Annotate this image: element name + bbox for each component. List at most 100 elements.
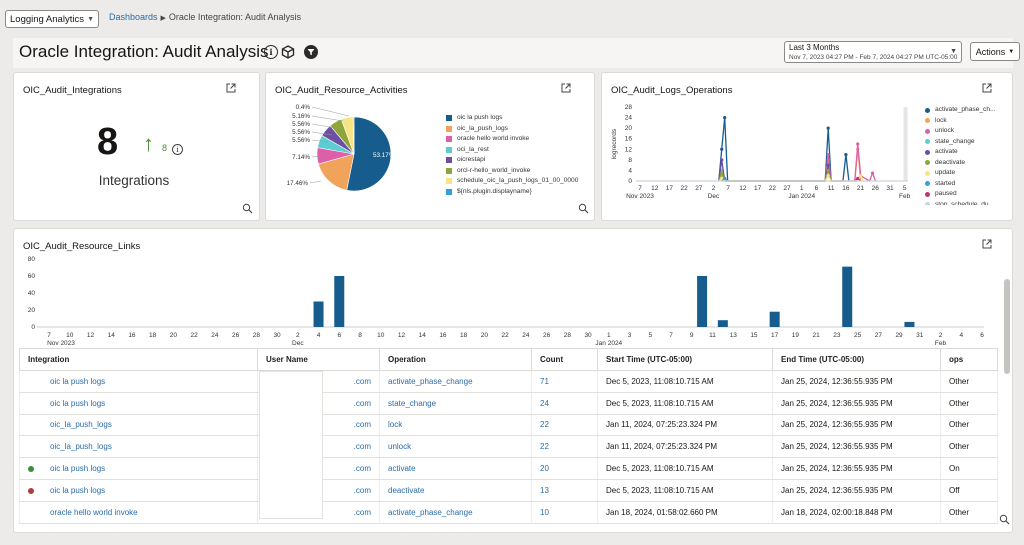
operation-cell[interactable]: activate_phase_change	[379, 370, 532, 393]
table-row[interactable]: oic la push logs .com activate_phase_chang…	[19, 370, 998, 393]
integration-cell[interactable]: oic la push logs	[19, 370, 258, 393]
operation-cell[interactable]: unlock	[379, 435, 532, 459]
integration-cell[interactable]: oic la push logs	[19, 392, 258, 415]
count-cell[interactable]: 20	[531, 457, 598, 480]
data-point[interactable]	[856, 176, 860, 180]
bar[interactable]	[842, 266, 853, 327]
legend-item[interactable]: oicrestapi	[446, 155, 578, 166]
table-row[interactable]: oracle hello world invoke .com activate_ph…	[19, 501, 998, 524]
legend-item[interactable]: oic_la_push_logs	[446, 124, 578, 135]
operation-cell[interactable]: state_change	[379, 392, 532, 415]
count-cell[interactable]: 71	[531, 370, 598, 393]
date-range-select[interactable]: Last 3 Months Nov 7, 2023 04:27 PM - Feb…	[784, 41, 962, 63]
info-icon[interactable]: i	[172, 144, 183, 155]
cube-icon[interactable]	[281, 45, 295, 59]
operation-cell[interactable]: activate	[379, 457, 532, 480]
data-point[interactable]	[826, 174, 830, 178]
info-icon[interactable]: i	[264, 45, 278, 59]
count-cell[interactable]: 13	[531, 479, 598, 502]
legend-item[interactable]: ${nls.plugin.displayname}	[446, 187, 578, 198]
breadcrumb-dashboards-link[interactable]: Dashboards	[109, 12, 158, 22]
integration-cell[interactable]: oic la push logs	[19, 457, 258, 480]
series-line[interactable]	[718, 174, 865, 182]
legend-item[interactable]: activate_phase_ch...	[925, 105, 995, 116]
column-header[interactable]: User Name	[257, 348, 380, 371]
data-point[interactable]	[826, 163, 830, 167]
column-header[interactable]: Count	[531, 348, 598, 371]
column-header[interactable]: End Time (UTC-05:00)	[772, 348, 941, 371]
data-point[interactable]	[859, 174, 863, 178]
open-external-icon[interactable]	[561, 83, 571, 93]
integration-link[interactable]: oic la push logs	[50, 485, 106, 495]
count-cell[interactable]: 10	[531, 501, 598, 524]
count-cell[interactable]: 22	[531, 435, 598, 459]
column-header[interactable]: ops	[940, 348, 998, 371]
legend-item[interactable]: stop_schedule_du...	[925, 200, 995, 205]
legend-item[interactable]: state_change	[925, 137, 995, 148]
legend-item[interactable]: paused	[925, 189, 995, 200]
legend-item[interactable]: activate	[925, 147, 995, 158]
table-row[interactable]: oic_la_push_logs .com unlock 22 Jan 11, 2024…	[19, 435, 998, 459]
data-point[interactable]	[826, 168, 830, 173]
pie-slice[interactable]	[346, 116, 392, 192]
table-row[interactable]: oic la push logs .com deactivate 13 Dec 5, 2…	[19, 479, 998, 502]
bar[interactable]	[717, 320, 728, 327]
bar[interactable]	[904, 321, 915, 327]
legend-item[interactable]: oci_la_rest	[446, 145, 578, 156]
operation-cell[interactable]: activate_phase_change	[379, 501, 532, 524]
legend-item[interactable]: oic la push logs	[446, 113, 578, 124]
legend-item[interactable]: lock	[925, 116, 995, 127]
integration-cell[interactable]: oic_la_push_logs	[19, 414, 258, 437]
column-header[interactable]: Integration	[19, 348, 258, 371]
data-point[interactable]	[870, 171, 875, 175]
legend-item[interactable]: started	[925, 179, 995, 190]
data-point[interactable]	[723, 115, 727, 120]
integration-cell[interactable]: oic_la_push_logs	[19, 435, 258, 459]
zoom-icon[interactable]	[242, 203, 253, 214]
column-header[interactable]: Operation	[379, 348, 532, 371]
integration-link[interactable]: oracle hello world invoke	[50, 507, 138, 517]
operation-cell[interactable]: lock	[379, 414, 532, 437]
bar[interactable]	[769, 311, 780, 327]
legend-item[interactable]: oracle hello world invoke	[446, 134, 578, 145]
integration-cell[interactable]: oracle hello world invoke	[19, 501, 258, 524]
integration-link[interactable]: oic_la_push_logs	[50, 420, 112, 430]
data-point[interactable]	[856, 142, 860, 146]
open-external-icon[interactable]	[982, 239, 992, 249]
legend-item[interactable]: unlock	[925, 126, 995, 137]
series-line[interactable]	[718, 167, 832, 182]
table-row[interactable]: oic la push logs .com activate 20 Dec 5, 202…	[19, 457, 998, 480]
data-point[interactable]	[844, 152, 848, 157]
series-line[interactable]	[824, 143, 877, 182]
data-point[interactable]	[720, 158, 724, 162]
table-row[interactable]: oic_la_push_logs .com lock 22 Jan 11, 2024, …	[19, 414, 998, 437]
count-cell[interactable]: 24	[531, 392, 598, 415]
operation-cell[interactable]: deactivate	[379, 479, 532, 502]
app-select[interactable]: Logging Analytics ▼	[5, 10, 99, 28]
zoom-icon[interactable]	[578, 203, 589, 214]
bar[interactable]	[313, 301, 324, 328]
bar[interactable]	[697, 276, 708, 327]
open-external-icon[interactable]	[226, 83, 236, 93]
filter-icon[interactable]	[304, 45, 318, 59]
data-point[interactable]	[720, 176, 724, 180]
legend-item[interactable]: orcl-r-hello_world_invoke	[446, 166, 578, 177]
legend-item[interactable]: update	[925, 168, 995, 179]
data-point[interactable]	[826, 152, 830, 157]
count-cell[interactable]: 22	[531, 414, 598, 437]
scrollbar-thumb[interactable]	[1004, 279, 1010, 374]
integration-link[interactable]: oic la push logs	[50, 376, 106, 386]
legend-item[interactable]: schedule_oic_la_push_logs_01_00_0000	[446, 176, 578, 187]
integration-cell[interactable]: oic la push logs	[19, 479, 258, 502]
pie-slice[interactable]	[318, 153, 355, 191]
series-line[interactable]	[718, 159, 832, 182]
data-point[interactable]	[723, 176, 727, 180]
data-point[interactable]	[720, 171, 724, 175]
pie-slice[interactable]	[352, 116, 355, 155]
data-point[interactable]	[720, 147, 724, 151]
column-header[interactable]: Start Time (UTC-05:00)	[597, 348, 773, 371]
series-line[interactable]	[718, 149, 862, 182]
integration-link[interactable]: oic_la_push_logs	[50, 442, 112, 452]
open-external-icon[interactable]	[982, 83, 992, 93]
zoom-icon[interactable]	[999, 514, 1010, 525]
